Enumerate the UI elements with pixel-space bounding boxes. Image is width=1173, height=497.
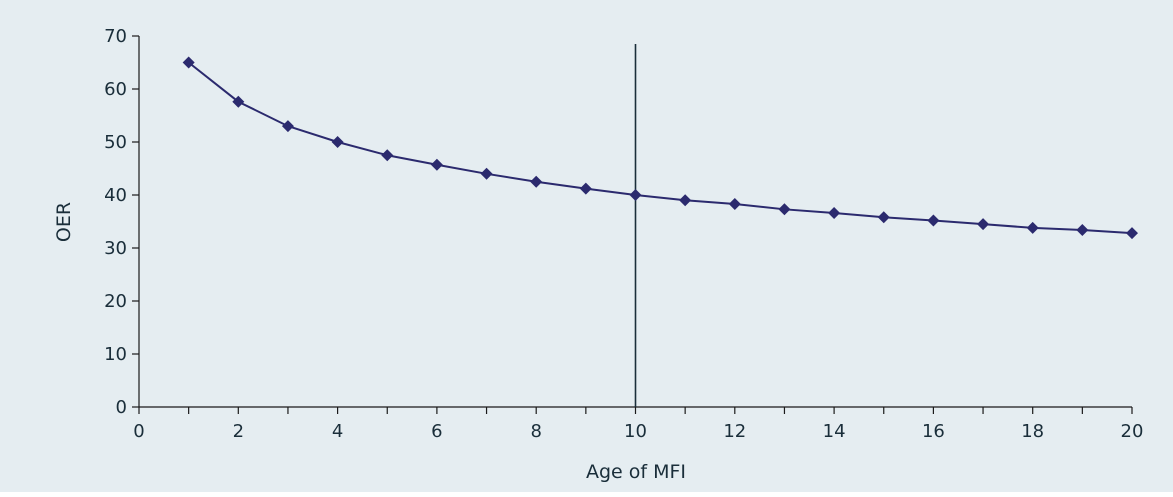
data-point — [430, 158, 443, 171]
y-tick-label: 20 — [104, 291, 127, 312]
data-point — [778, 203, 791, 216]
data-point — [977, 218, 990, 231]
data-point — [679, 194, 692, 207]
data-point — [629, 189, 642, 201]
axes: 0 10 20 30 40 50 60 70 0 2 4 6 8 10 12 14 16 18 20 — [104, 26, 1143, 442]
data-point — [182, 56, 195, 69]
x-tick-label: 12 — [723, 421, 746, 442]
data-point — [381, 149, 394, 162]
x-tick-label: 2 — [233, 421, 244, 442]
data-point — [828, 207, 841, 220]
data-point — [1026, 221, 1039, 234]
y-tick-label: 10 — [104, 344, 127, 365]
x-axis-title: Age of MFI — [586, 461, 686, 483]
x-tick-label: 16 — [922, 421, 945, 442]
data-point — [927, 214, 940, 227]
x-tick-label: 6 — [431, 421, 442, 442]
y-tick-label: 50 — [104, 132, 127, 153]
x-tick-label: 10 — [624, 421, 647, 442]
y-tick-label: 40 — [104, 185, 127, 206]
y-tick-label: 60 — [104, 79, 127, 100]
data-point — [1076, 223, 1089, 236]
x-tick-label: 8 — [530, 421, 541, 442]
x-tick-label: 20 — [1121, 421, 1144, 442]
y-tick-label: 0 — [116, 397, 127, 418]
series-line — [188, 61, 1133, 235]
y-tick-label: 30 — [104, 238, 127, 259]
data-point — [480, 167, 493, 180]
x-tick-label: 4 — [332, 421, 343, 442]
series-group — [182, 56, 1138, 240]
x-tick-label: 18 — [1021, 421, 1044, 442]
data-point — [331, 136, 344, 148]
data-point — [281, 120, 294, 133]
data-point — [579, 182, 592, 195]
x-tick-label: 14 — [823, 421, 846, 442]
data-point — [530, 175, 543, 188]
data-point — [877, 211, 890, 224]
data-point — [728, 198, 741, 211]
y-axis-title: OER — [53, 202, 75, 242]
data-point — [232, 95, 245, 108]
x-tick-label: 0 — [133, 421, 144, 442]
y-tick-label: 70 — [104, 26, 127, 47]
data-point — [1126, 227, 1138, 240]
